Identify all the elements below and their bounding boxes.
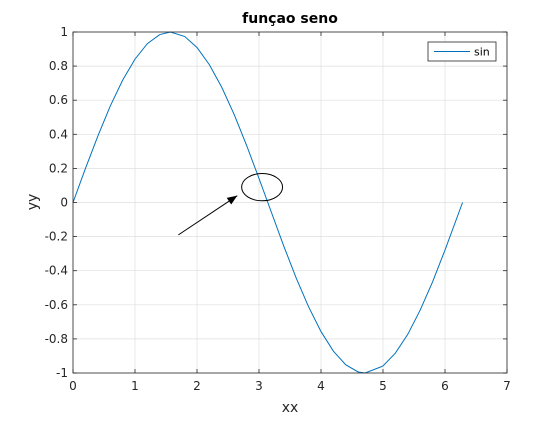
- x-tick-label: 6: [441, 379, 449, 393]
- y-tick-label: 0.6: [49, 93, 68, 107]
- x-tick-label: 1: [131, 379, 139, 393]
- grid: [72, 31, 508, 374]
- annotation-ellipse: [241, 173, 284, 202]
- x-tick-label: 0: [69, 379, 77, 393]
- arrow-head: [226, 195, 238, 205]
- y-tick-label: 0.2: [49, 161, 68, 175]
- y-axis-label: yy: [25, 194, 41, 211]
- y-tick-label: 0.4: [49, 127, 68, 141]
- y-tick-label: 1: [60, 25, 68, 39]
- chart-title: funçao seno: [242, 11, 338, 27]
- legend: sin: [427, 41, 497, 62]
- y-tick-label: -1: [56, 366, 68, 380]
- x-tick-label: 3: [255, 379, 263, 393]
- x-tick-label: 2: [193, 379, 201, 393]
- x-tick-label: 5: [379, 379, 387, 393]
- x-tick-label: 7: [503, 379, 511, 393]
- arrow-shaft: [178, 195, 238, 236]
- y-tick-label: -0.2: [45, 230, 68, 244]
- annotations: [178, 173, 284, 236]
- series-line-sin: [72, 31, 464, 374]
- y-tick-label: -0.6: [45, 298, 68, 312]
- y-tick-label: 0: [60, 196, 68, 210]
- x-tick-label: 4: [317, 379, 325, 393]
- series-layer: [72, 31, 464, 374]
- x-axis-label: xx: [282, 400, 299, 416]
- y-tick-label: -0.8: [45, 332, 68, 346]
- legend-label-sin: sin: [474, 46, 490, 59]
- y-tick-label: -0.4: [45, 264, 68, 278]
- ticks: 0 1 2 3 4 5 6 7 1 0.8 0.6 0.4 0.2 0 -0.2 -0.4 -0.6 -0.8 -1: [45, 25, 511, 393]
- y-tick-label: 0.8: [49, 59, 68, 73]
